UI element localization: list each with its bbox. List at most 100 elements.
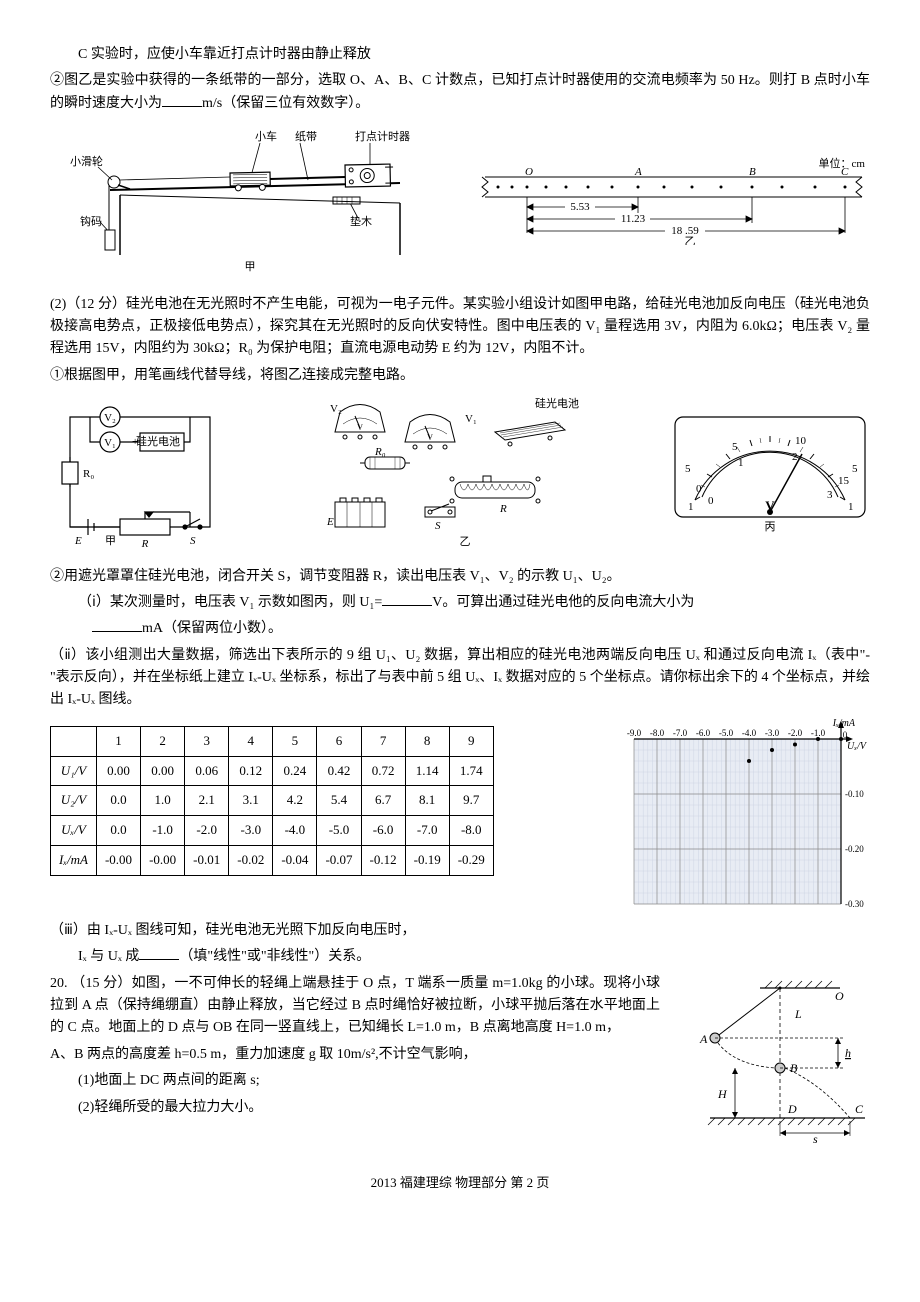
pulley-label: 小滑轮 <box>70 154 103 168</box>
th-9: 9 <box>449 726 493 756</box>
svg-text:S: S <box>190 535 196 547</box>
cell: -8.0 <box>449 816 493 846</box>
th-2: 2 <box>141 726 185 756</box>
cell: 0.00 <box>96 756 140 786</box>
svg-text:-7.0: -7.0 <box>673 728 688 738</box>
th-1: 1 <box>96 726 140 756</box>
svg-text:1: 1 <box>688 501 694 513</box>
svg-text:E: E <box>74 535 82 547</box>
fig1-caption: 甲 <box>245 261 256 273</box>
cell: -0.04 <box>273 846 317 876</box>
pendulum-figure: O A L B h D <box>670 973 870 1143</box>
svg-text:D: D <box>787 1102 797 1116</box>
svg-text:O: O <box>835 989 844 1003</box>
svg-text:L: L <box>794 1007 802 1021</box>
cell: -2.0 <box>185 816 229 846</box>
q2-intro: ②图乙是实验中获得的一条纸带的一部分，选取 O、A、B、C 计数点，已知打点计时… <box>50 70 870 115</box>
th-8: 8 <box>405 726 449 756</box>
cell: -4.0 <box>273 816 317 846</box>
table-header-row: 1 2 3 4 5 6 7 8 9 <box>51 726 494 756</box>
cell: 1.0 <box>141 786 185 816</box>
svg-text:S: S <box>435 520 441 532</box>
blank-velocity <box>162 93 202 107</box>
svg-text:R₀: R₀ <box>374 446 386 458</box>
svg-text:V₂: V₂ <box>330 403 342 415</box>
svg-text:A: A <box>699 1032 708 1046</box>
cell: -0.01 <box>185 846 229 876</box>
cell: -0.00 <box>96 846 140 876</box>
cell: -0.02 <box>229 846 273 876</box>
th-3: 3 <box>185 726 229 756</box>
ix-ux-chart: Iₓ/mA Uₓ/V <box>620 716 870 916</box>
svg-text:Uₓ/V: Uₓ/V <box>847 741 868 752</box>
svg-text:C: C <box>841 166 849 178</box>
svg-text:h: h <box>845 1046 851 1060</box>
svg-text:V₂: V₂ <box>104 412 116 424</box>
cell: 1.74 <box>449 756 493 786</box>
svg-text:Iₓ/mA: Iₓ/mA <box>832 718 856 729</box>
cell: 0.0 <box>96 786 140 816</box>
svg-text:0: 0 <box>708 495 714 507</box>
svg-text:5.53: 5.53 <box>570 201 590 213</box>
p2q2iii-pre: Iₓ 与 Uₓ 成 <box>78 949 139 964</box>
cell: 0.72 <box>361 756 405 786</box>
tape-label: 纸带 <box>295 130 317 143</box>
svg-text:-1.0: -1.0 <box>811 728 826 738</box>
svg-text:V: V <box>765 498 775 513</box>
p2-q1: ①根据图甲，用笔画线代替导线，将图乙连接成完整电路。 <box>50 365 870 387</box>
cell: 0.42 <box>317 756 361 786</box>
svg-text:V: V <box>357 423 363 432</box>
svg-text:-0.10: -0.10 <box>845 789 864 799</box>
cell: 0.06 <box>185 756 229 786</box>
q20-block: O A L B h D <box>50 973 870 1143</box>
svg-text:R: R <box>141 538 149 547</box>
svg-text:10: 10 <box>795 435 807 447</box>
th-6: 6 <box>317 726 361 756</box>
page-footer: 2013 福建理综 物理部分 第 2 页 <box>50 1173 870 1194</box>
bench-circuit: V V₂ V V₁ <box>315 397 585 555</box>
svg-text:15: 15 <box>838 475 850 487</box>
p2q2i-unit: mA（保留两位小数）。 <box>142 621 282 636</box>
svg-text:0: 0 <box>696 483 702 495</box>
table-chart-row: 1 2 3 4 5 6 7 8 9 U₁/V0.000.000.060.120.… <box>50 716 870 916</box>
p2-q2iii-b: Iₓ 与 Uₓ 成（填"线性"或"非线性"）关系。 <box>50 946 870 968</box>
svg-text:1: 1 <box>738 457 744 469</box>
th-blank <box>51 726 97 756</box>
th-5: 5 <box>273 726 317 756</box>
table-row: U₂/V0.01.02.13.14.25.46.78.19.7 <box>51 786 494 816</box>
svg-text:2: 2 <box>792 451 798 463</box>
svg-text:V: V <box>427 433 433 442</box>
svg-text:1: 1 <box>848 501 854 513</box>
svg-text:V₁: V₁ <box>104 437 116 449</box>
p2-q2i: （ⅰ）某次测量时，电压表 V₁ 示数如图丙，则 U₁=V。可算出通过硅光电他的反… <box>50 592 870 614</box>
table-row: Iₓ/mA-0.00-0.00-0.01-0.02-0.04-0.07-0.12… <box>51 846 494 876</box>
th-4: 4 <box>229 726 273 756</box>
svg-text:E: E <box>326 516 334 528</box>
svg-text:乙: 乙 <box>460 535 471 547</box>
svg-text:s: s <box>813 1132 818 1143</box>
svg-text:11.23: 11.23 <box>621 213 646 225</box>
cell: -0.07 <box>317 846 361 876</box>
svg-text:-5.0: -5.0 <box>719 728 734 738</box>
th-7: 7 <box>361 726 405 756</box>
svg-text:-4.0: -4.0 <box>742 728 757 738</box>
q2-unit: m/s（保留三位有效数字）。 <box>202 96 369 111</box>
svg-text:O: O <box>525 166 533 178</box>
svg-text:C: C <box>855 1102 864 1116</box>
svg-text:乙: 乙 <box>685 235 696 245</box>
figure-row-2: V₂ V₁ + 硅光电池 R₀ R E S 甲 V V₂ <box>50 397 870 555</box>
svg-text:A: A <box>634 166 642 178</box>
cell: 4.2 <box>273 786 317 816</box>
timer-label: 打点计时器 <box>355 129 410 143</box>
svg-text:硅光电池: 硅光电池 <box>535 397 579 410</box>
cell: 5.4 <box>317 786 361 816</box>
p2q2i-a: （ⅰ）某次测量时，电压表 V₁ 示数如图丙，则 U₁= <box>78 595 382 610</box>
cell: 0.24 <box>273 756 317 786</box>
svg-text:-8.0: -8.0 <box>650 728 665 738</box>
cell: -5.0 <box>317 816 361 846</box>
svg-text:-0.20: -0.20 <box>845 844 864 854</box>
cell: 6.7 <box>361 786 405 816</box>
p2-q2: ②用遮光罩罩住硅光电池，闭合开关 S，调节变阻器 R，读出电压表 V₁、V₂ 的… <box>50 566 870 588</box>
cell: 0.0 <box>96 816 140 846</box>
circuit-schematic: V₂ V₁ + 硅光电池 R₀ R E S 甲 <box>50 397 230 555</box>
